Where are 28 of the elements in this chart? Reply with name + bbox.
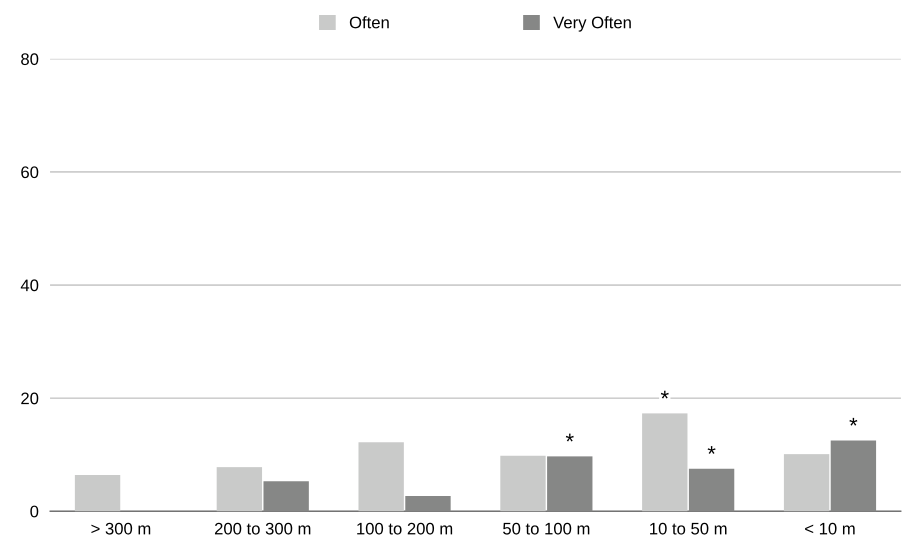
y-tick-label: 80 bbox=[21, 53, 38, 66]
bar bbox=[74, 475, 120, 512]
bar bbox=[642, 413, 688, 512]
x-tick-label: 200 to 300 m bbox=[214, 522, 310, 535]
bar bbox=[216, 467, 262, 512]
bar bbox=[547, 456, 592, 512]
y-tick-label: 40 bbox=[20, 279, 38, 292]
x-tick-label: 10 to 50 m bbox=[650, 522, 726, 535]
annotation: * bbox=[660, 390, 669, 399]
bar bbox=[405, 496, 451, 512]
annotation: * bbox=[566, 434, 574, 442]
bar bbox=[830, 440, 876, 512]
bar bbox=[688, 468, 734, 512]
bar bbox=[500, 456, 546, 512]
annotation: * bbox=[708, 446, 716, 454]
x-tick-label: < 10 m bbox=[805, 522, 855, 535]
x-tick-label: 100 to 200 m bbox=[357, 522, 452, 535]
legend-label: Often bbox=[350, 16, 389, 28]
bar bbox=[358, 442, 404, 512]
bar bbox=[263, 481, 309, 512]
y-tick-label: 0 bbox=[30, 506, 38, 518]
x-tick-label: > 300 m bbox=[91, 522, 150, 535]
y-tick-label: 60 bbox=[21, 166, 38, 178]
x-tick-label: 50 to 100 m bbox=[503, 522, 590, 535]
annotation: * bbox=[849, 418, 858, 426]
legend-label: Very Often bbox=[553, 16, 631, 32]
y-tick-label: 20 bbox=[21, 392, 38, 404]
bar bbox=[784, 454, 830, 512]
